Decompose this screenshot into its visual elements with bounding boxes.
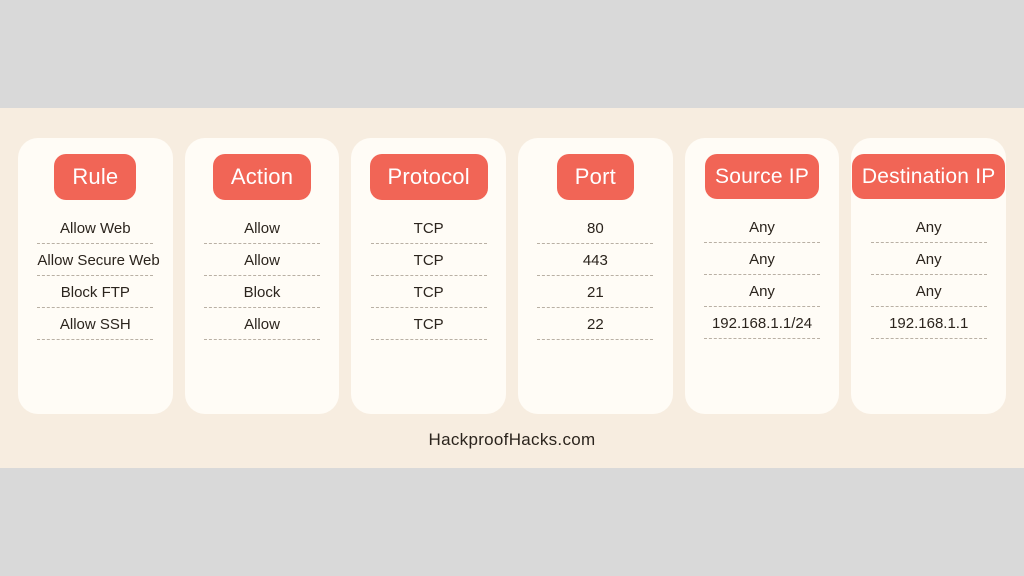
column-protocol: Protocol TCP TCP TCP TCP	[351, 138, 506, 414]
cell: 21	[537, 284, 653, 308]
column-port: Port 80 443 21 22	[518, 138, 673, 414]
firewall-rules-panel: Rule Allow Web Allow Secure Web Block FT…	[0, 108, 1024, 468]
cell: 80	[537, 220, 653, 244]
cell: Any	[704, 219, 820, 243]
column-header: Source IP	[705, 154, 819, 199]
column-items: Any Any Any 192.168.1.1/24	[695, 219, 830, 339]
column-items: 80 443 21 22	[528, 220, 663, 340]
cell: Allow SSH	[37, 316, 153, 340]
column-header: Protocol	[370, 154, 488, 200]
cell: Any	[871, 251, 987, 275]
cell: 443	[537, 252, 653, 276]
column-header: Destination IP	[852, 154, 1006, 199]
cell: TCP	[371, 284, 487, 308]
cell: Allow Web	[37, 220, 153, 244]
column-action: Action Allow Allow Block Allow	[185, 138, 340, 414]
column-rule: Rule Allow Web Allow Secure Web Block FT…	[18, 138, 173, 414]
cell: Allow	[204, 252, 320, 276]
cell: 192.168.1.1	[871, 315, 987, 339]
cell: Allow	[204, 220, 320, 244]
cell: 22	[537, 316, 653, 340]
cell: Allow	[204, 316, 320, 340]
cell: 192.168.1.1/24	[704, 315, 820, 339]
cell: Block	[204, 284, 320, 308]
cell: TCP	[371, 316, 487, 340]
cell: Block FTP	[37, 284, 153, 308]
columns-container: Rule Allow Web Allow Secure Web Block FT…	[18, 138, 1006, 414]
cell: Any	[871, 283, 987, 307]
cell: Any	[704, 283, 820, 307]
column-items: Any Any Any 192.168.1.1	[861, 219, 996, 339]
cell: TCP	[371, 220, 487, 244]
column-items: Allow Web Allow Secure Web Block FTP All…	[28, 220, 163, 340]
column-header: Port	[557, 154, 634, 200]
cell: Any	[704, 251, 820, 275]
column-source-ip: Source IP Any Any Any 192.168.1.1/24	[685, 138, 840, 414]
column-items: TCP TCP TCP TCP	[361, 220, 496, 340]
column-header: Rule	[54, 154, 136, 200]
cell: TCP	[371, 252, 487, 276]
column-header: Action	[213, 154, 311, 200]
column-items: Allow Allow Block Allow	[195, 220, 330, 340]
column-destination-ip: Destination IP Any Any Any 192.168.1.1	[851, 138, 1006, 414]
cell: Any	[871, 219, 987, 243]
cell: Allow Secure Web	[37, 252, 153, 276]
footer-credit: HackproofHacks.com	[18, 430, 1006, 450]
